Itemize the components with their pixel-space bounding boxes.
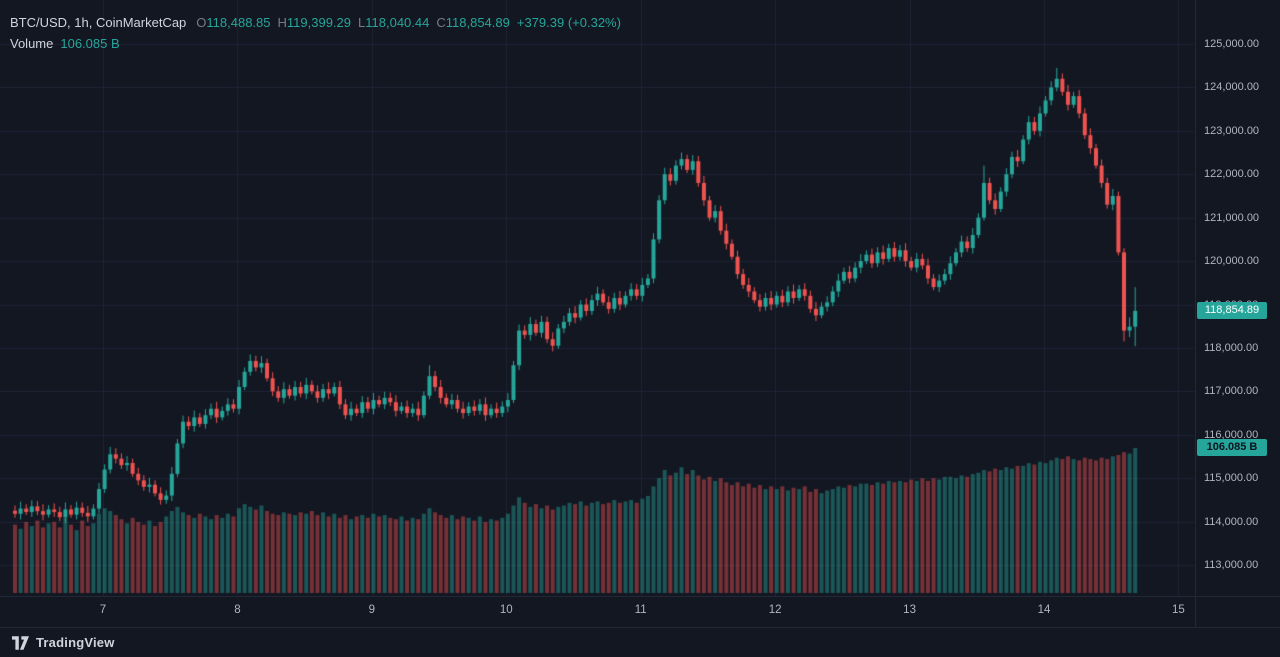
axis-corner xyxy=(1195,596,1280,627)
volume-label[interactable]: Volume xyxy=(10,36,54,51)
high-value: 119,399.29 xyxy=(286,15,352,30)
price-axis-label: 117,000.00 xyxy=(1204,385,1259,398)
tradingview-logo[interactable]: TradingView xyxy=(12,635,115,650)
time-axis-label: 12 xyxy=(768,604,782,616)
close-label: C xyxy=(436,15,446,30)
price-axis-label: 124,000.00 xyxy=(1204,81,1260,94)
time-axis[interactable]: 7 8 9 10 11 12 13 14 15 xyxy=(0,596,1195,627)
time-axis-label: 9 xyxy=(368,604,376,616)
tradingview-brand-text: TradingView xyxy=(36,635,115,650)
price-axis-label: 120,000.00 xyxy=(1204,255,1260,268)
price-axis-label: 115,000.00 xyxy=(1204,472,1259,485)
time-axis-label: 8 xyxy=(234,604,241,616)
time-axis-label: 13 xyxy=(903,604,916,616)
price-axis-label: 113,000.00 xyxy=(1204,559,1259,571)
price-axis-label: 118,000.00 xyxy=(1204,341,1259,354)
price-axis[interactable]: 125,000.00 124,000.00 123,000.00 122,000.00… xyxy=(1195,0,1280,596)
symbol-title[interactable]: BTC/USD, 1h, CoinMarketCap xyxy=(10,15,187,30)
legend-row-volume: Volume 106.085 B xyxy=(10,33,621,54)
time-axis-label: 10 xyxy=(499,604,513,616)
time-axis-label: 7 xyxy=(99,604,107,616)
tradingview-logo-icon xyxy=(12,635,29,650)
volume-badge: 106.085 B xyxy=(1197,438,1267,456)
price-axis-label: 123,000.00 xyxy=(1204,124,1260,137)
high-label: H xyxy=(277,15,287,30)
low-value: 118,040.44 xyxy=(365,15,430,30)
last-price-badge: 118,854.89 xyxy=(1197,301,1267,319)
price-axis-label: 114,000.00 xyxy=(1204,515,1259,528)
open-label: O xyxy=(196,15,207,30)
price-axis-label: 122,000.00 xyxy=(1204,168,1260,181)
time-axis-label: 14 xyxy=(1037,604,1051,616)
price-axis-label: 116,000.00 xyxy=(1204,428,1259,441)
low-label: L xyxy=(358,15,366,30)
change-value: +379.39 (+0.32%) xyxy=(516,15,621,30)
close-value: 118,854.89 xyxy=(445,15,510,30)
volume-value: 106.085 B xyxy=(60,36,120,51)
open-value: 118,488.85 xyxy=(206,15,271,30)
time-axis-label: 15 xyxy=(1172,604,1185,616)
time-axis-label: 11 xyxy=(634,604,647,616)
price-axis-label: 121,000.00 xyxy=(1204,211,1260,224)
price-axis-label: 125,000.00 xyxy=(1204,38,1260,50)
chart-legend: BTC/USD, 1h, CoinMarketCap O118,488.85 H11… xyxy=(10,12,621,54)
legend-row-symbol: BTC/USD, 1h, CoinMarketCap O118,488.85 H11… xyxy=(10,12,621,33)
candlestick-chart-canvas[interactable] xyxy=(0,0,1195,596)
bottom-toolbar: TradingView xyxy=(0,627,1280,657)
